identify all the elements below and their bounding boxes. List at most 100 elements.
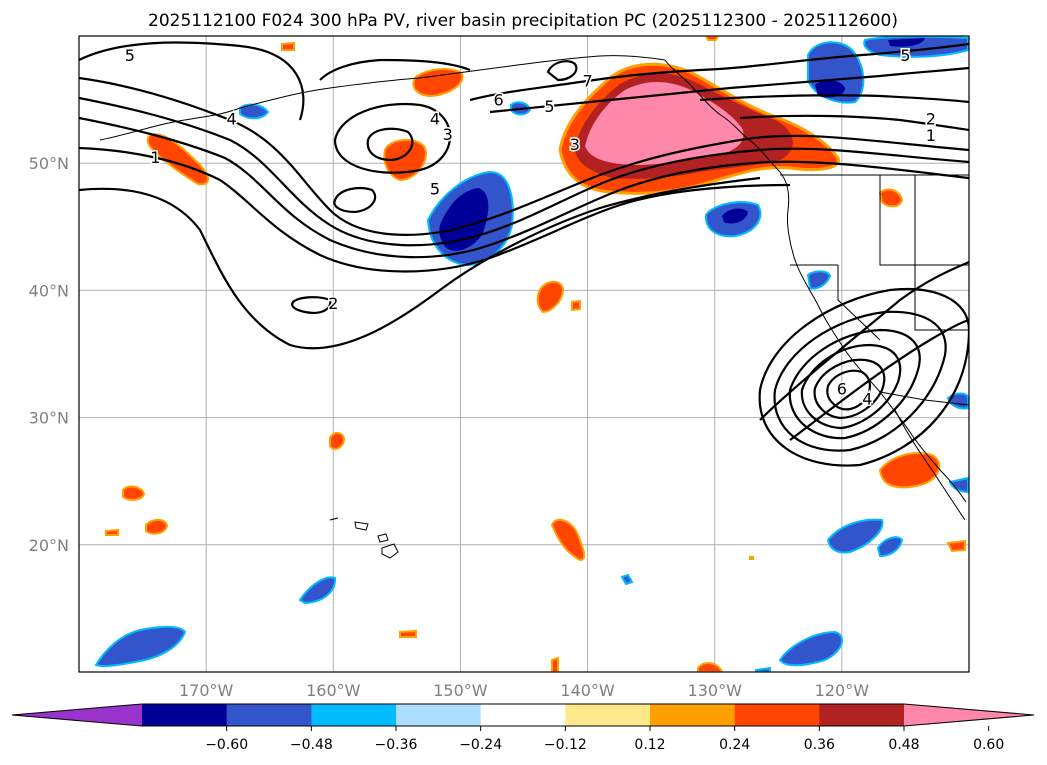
contour-label: 7 bbox=[582, 72, 592, 91]
pv-contour bbox=[319, 58, 471, 81]
map-frame bbox=[78, 35, 970, 673]
pv-contour bbox=[333, 187, 377, 214]
negative-anomaly-region bbox=[620, 573, 634, 586]
colorbar-segment bbox=[734, 704, 820, 726]
colorbar-tick-label: 0.12 bbox=[634, 737, 665, 753]
longitude-label: 170°W bbox=[179, 681, 234, 700]
contour-label: 6 bbox=[493, 91, 503, 110]
pv-contour bbox=[489, 66, 969, 114]
figure-title: 2025112100 F024 300 hPa PV, river basin … bbox=[148, 11, 898, 31]
pv-contour bbox=[773, 310, 947, 452]
pv-contour bbox=[759, 260, 969, 421]
positive-anomaly-region bbox=[412, 68, 464, 98]
positive-anomaly-region bbox=[105, 528, 119, 536]
north-america-west-coast bbox=[664, 59, 967, 503]
pv-contour bbox=[739, 114, 969, 132]
colorbar-tick-label: −0.48 bbox=[290, 737, 333, 753]
pv-contour bbox=[800, 343, 902, 430]
colorbar-tick-label: −0.12 bbox=[544, 737, 587, 753]
pv-contour bbox=[826, 369, 871, 411]
state-border bbox=[879, 175, 969, 266]
negative-anomaly-region bbox=[755, 666, 771, 672]
colorbar-segment bbox=[226, 704, 312, 726]
pv-contour bbox=[79, 41, 305, 121]
latitude-label: 40°N bbox=[29, 281, 69, 300]
negative-anomaly-region bbox=[806, 270, 832, 290]
positive-anomaly-region bbox=[878, 452, 941, 489]
contour-label: 3 bbox=[443, 125, 453, 144]
contour-label: 2 bbox=[926, 110, 936, 129]
pv-contour bbox=[789, 318, 969, 441]
positive-anomaly-region bbox=[749, 556, 754, 560]
colorbar-tick-label: 0.60 bbox=[973, 737, 1004, 753]
positive-anomaly-region bbox=[122, 485, 146, 501]
pv-contour bbox=[79, 116, 969, 259]
very-strong-positive-region bbox=[585, 81, 744, 165]
contour-label: 4 bbox=[862, 390, 872, 409]
colorbar-segment bbox=[819, 704, 905, 726]
longitude-label: 130°W bbox=[688, 681, 743, 700]
colorbar-tick-label: 0.36 bbox=[804, 737, 835, 753]
colorbar-tick-label: 0.24 bbox=[719, 737, 750, 753]
longitude-label: 160°W bbox=[306, 681, 361, 700]
contour-label: 2 bbox=[328, 294, 338, 313]
alaska-coast bbox=[239, 55, 666, 109]
positive-anomaly-region bbox=[329, 432, 346, 450]
pv-contour bbox=[333, 103, 452, 174]
colorbar-outline bbox=[11, 703, 1035, 727]
colorbar-tick-label: −0.24 bbox=[459, 737, 502, 753]
positive-anomaly-region bbox=[704, 36, 720, 41]
negative-anomaly-region bbox=[239, 103, 270, 120]
contour-label: 1 bbox=[926, 126, 936, 145]
negative-anomaly-region bbox=[298, 576, 337, 605]
negative-anomaly-region bbox=[778, 630, 844, 667]
positive-anomaly-region bbox=[399, 629, 417, 638]
contour-label: 1 bbox=[150, 148, 160, 167]
contour-label: 5 bbox=[430, 180, 440, 199]
positive-anomaly-region bbox=[551, 656, 559, 672]
positive-anomaly-region bbox=[697, 662, 724, 672]
strong-negative-region bbox=[722, 208, 748, 224]
pv-contour bbox=[291, 296, 332, 314]
positive-anomaly-region bbox=[281, 41, 295, 51]
colorbar-tick-label: −0.60 bbox=[205, 737, 248, 753]
longitude-label: 140°W bbox=[560, 681, 615, 700]
aleutian-islands bbox=[99, 107, 241, 141]
latitude-label: 30°N bbox=[29, 409, 69, 428]
longitude-labels: 170°W 160°W 150°W 140°W 130°W 120°W bbox=[179, 681, 869, 700]
colorbar-segment bbox=[396, 704, 482, 726]
latitude-label: 50°N bbox=[29, 154, 69, 173]
hawaii-islands bbox=[329, 517, 399, 559]
negative-anomaly-region bbox=[876, 536, 904, 558]
colorbar-min-extension bbox=[12, 704, 142, 726]
colorbar-tick-label: −0.36 bbox=[375, 737, 418, 753]
pv-contour bbox=[79, 176, 761, 350]
pv-contour bbox=[79, 76, 969, 236]
negative-anomaly-region bbox=[94, 625, 187, 668]
pv-contour bbox=[699, 94, 969, 104]
contour-label: 5 bbox=[900, 46, 910, 65]
baja-california bbox=[894, 409, 966, 521]
coastlines bbox=[99, 55, 969, 559]
pv-contour bbox=[788, 328, 921, 440]
negative-anomaly-region bbox=[948, 476, 969, 494]
colorbar-max-extension bbox=[904, 704, 1034, 726]
colorbar: −0.60 −0.48 −0.36 −0.24 −0.12 0.12 0.24 0.36 0.4… bbox=[11, 703, 1035, 753]
contour-label: 5 bbox=[125, 46, 135, 65]
state-border bbox=[914, 265, 969, 331]
positive-anomaly-region bbox=[878, 188, 904, 208]
negative-anomaly-region bbox=[826, 518, 884, 554]
contour-label: 4 bbox=[430, 110, 440, 129]
pv-contour bbox=[79, 96, 969, 247]
latitude-label: 20°N bbox=[29, 536, 69, 555]
contour-label: 4 bbox=[226, 110, 236, 129]
pv-contour bbox=[366, 127, 414, 162]
pv-contour bbox=[469, 42, 969, 102]
contour-label: 5 bbox=[544, 97, 554, 116]
colorbar-segment bbox=[142, 704, 228, 726]
positive-anomaly-region bbox=[146, 133, 209, 186]
pv-contour bbox=[813, 358, 886, 420]
colorbar-segment bbox=[480, 704, 566, 726]
